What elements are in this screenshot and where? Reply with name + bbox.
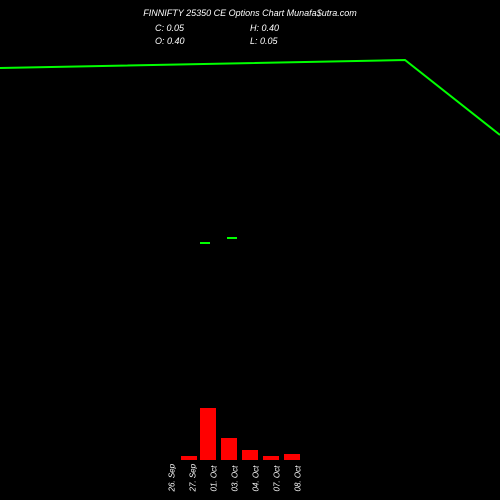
volume-bar bbox=[284, 454, 300, 460]
candle bbox=[227, 237, 237, 239]
x-axis-label: 04. Oct bbox=[252, 466, 261, 492]
candle bbox=[200, 242, 210, 244]
x-axis-label: 01. Oct bbox=[210, 466, 219, 492]
x-axis-label: 07. Oct bbox=[273, 466, 282, 492]
price-line-chart bbox=[0, 0, 500, 500]
volume-bar bbox=[242, 450, 258, 460]
volume-bar bbox=[221, 438, 237, 460]
x-axis-label: 03. Oct bbox=[231, 466, 240, 492]
volume-bar bbox=[263, 456, 279, 460]
volume-bar bbox=[200, 408, 216, 460]
x-axis-label: 26. Sep bbox=[168, 464, 177, 492]
x-axis-label: 08. Oct bbox=[294, 466, 303, 492]
x-axis-label: 27. Sep bbox=[189, 464, 198, 492]
volume-bar bbox=[181, 456, 197, 460]
